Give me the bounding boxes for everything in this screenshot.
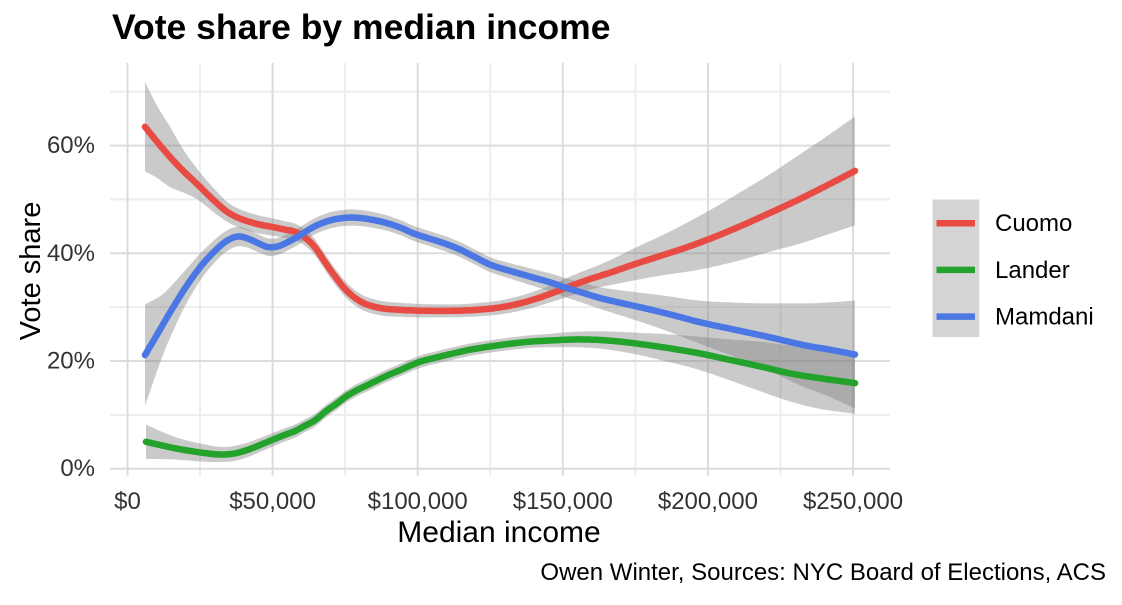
svg-text:Lander: Lander: [995, 257, 1070, 284]
svg-text:Cuomo: Cuomo: [995, 210, 1072, 237]
svg-text:$50,000: $50,000: [229, 488, 316, 515]
svg-text:0%: 0%: [60, 455, 95, 482]
svg-text:20%: 20%: [47, 348, 95, 375]
svg-text:Median income: Median income: [397, 516, 600, 549]
svg-text:$200,000: $200,000: [658, 488, 758, 515]
svg-text:Vote share: Vote share: [15, 202, 47, 341]
svg-text:40%: 40%: [47, 240, 95, 267]
svg-text:Vote share by median income: Vote share by median income: [112, 7, 610, 47]
svg-text:$250,000: $250,000: [803, 488, 903, 515]
svg-text:$150,000: $150,000: [513, 488, 613, 515]
svg-text:60%: 60%: [47, 132, 95, 159]
svg-text:Mamdani: Mamdani: [995, 304, 1094, 331]
svg-text:$100,000: $100,000: [368, 488, 468, 515]
svg-text:$0: $0: [114, 488, 141, 515]
svg-text:Owen Winter, Sources: NYC Boar: Owen Winter, Sources: NYC Board of Elect…: [540, 559, 1106, 586]
